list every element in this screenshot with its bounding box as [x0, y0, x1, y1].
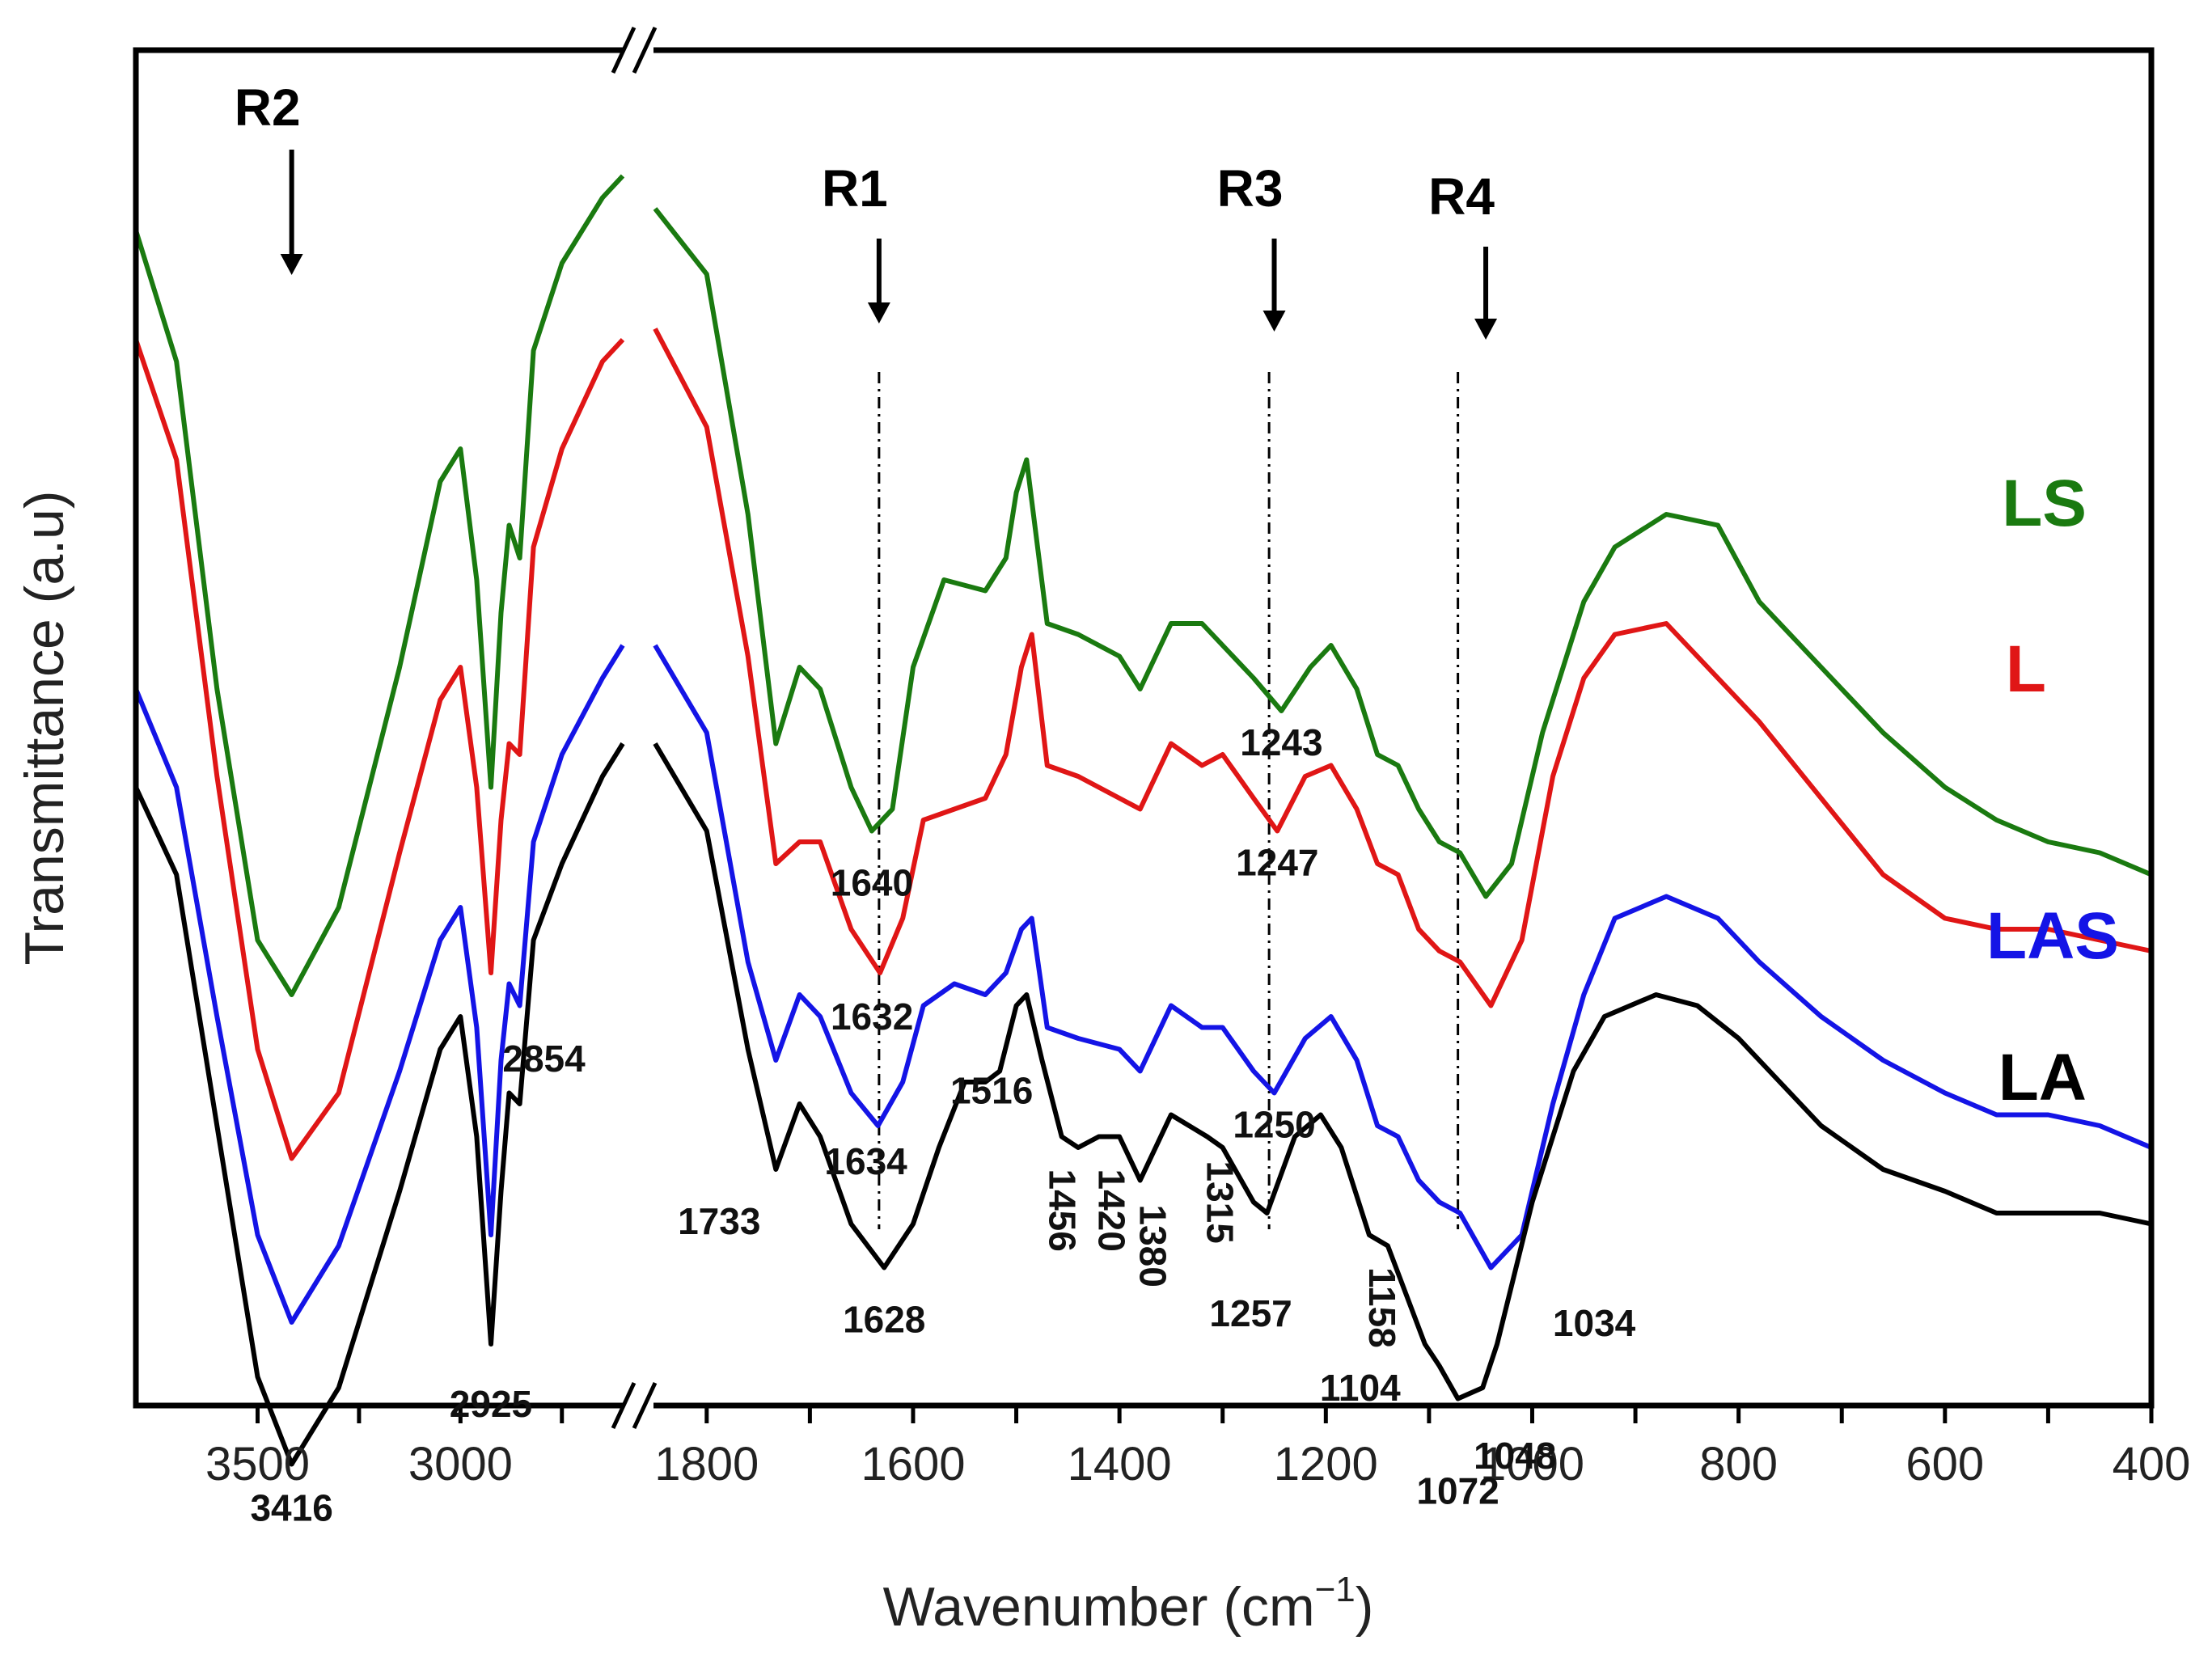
peak-label-1257: 1257 — [1209, 1292, 1292, 1334]
spectrum-series — [133, 174, 2153, 1467]
axis-break-slash-bottom-1 — [632, 1381, 658, 1430]
series-line-LAS-right — [653, 644, 2153, 1270]
peak-label-1733: 1733 — [678, 1200, 760, 1242]
reference-lines — [878, 372, 1460, 1229]
peak-label-1048: 1048 — [1474, 1435, 1556, 1477]
peak-label-1315: 1315 — [1199, 1161, 1241, 1244]
x-tick-label-600: 600 — [1905, 1438, 1984, 1490]
axis-break-slash-bottom-0 — [611, 1381, 637, 1430]
plot-frame — [133, 47, 2155, 1409]
x-tick-label-3500: 3500 — [205, 1438, 310, 1490]
axis-break-mark — [611, 26, 658, 1430]
y-axis-title: Transmittance (a.u) — [14, 491, 75, 966]
peak-label-1247: 1247 — [1236, 842, 1318, 884]
peak-label-1420: 1420 — [1091, 1169, 1133, 1252]
series-line-LA-right — [653, 742, 2152, 1401]
x-tick-label-1400: 1400 — [1068, 1438, 1172, 1490]
x-tick-label-800: 800 — [1699, 1438, 1778, 1490]
x-tick-label-400: 400 — [2113, 1438, 2191, 1490]
peak-label-1516: 1516 — [950, 1070, 1033, 1112]
x-tick-label-1200: 1200 — [1274, 1438, 1378, 1490]
series-label-LS: LS — [2002, 467, 2087, 540]
x-tick-label-1800: 1800 — [654, 1438, 759, 1490]
x-tick-label-3000: 3000 — [408, 1438, 513, 1490]
peak-label-1628: 1628 — [843, 1299, 925, 1341]
x-axis-title: Wavenumber (cm−1) — [883, 1570, 1374, 1638]
x-axis-title-sup: −1 — [1315, 1570, 1356, 1609]
region-arrow-head-R4 — [1474, 319, 1498, 340]
peak-label-1456: 1456 — [1042, 1169, 1084, 1252]
series-line-LAS-left — [133, 644, 625, 1325]
peak-label-1034: 1034 — [1553, 1302, 1636, 1344]
x-tick-label-1000: 1000 — [1480, 1438, 1584, 1490]
series-line-LS-right — [653, 207, 2153, 899]
peak-label-1104: 1104 — [1320, 1367, 1401, 1409]
peak-label-1243: 1243 — [1240, 721, 1322, 763]
region-label-R3: R3 — [1217, 159, 1284, 218]
peak-label-1250: 1250 — [1233, 1104, 1315, 1146]
region-arrow-head-R2 — [280, 254, 303, 275]
region-arrow-head-R3 — [1262, 311, 1286, 332]
peak-label-1072: 1072 — [1416, 1470, 1499, 1512]
axis-break-slash-top-0 — [611, 26, 637, 74]
series-line-L-left — [133, 337, 625, 1161]
peak-labels: 3416 2925 2854 1640 1243 1632 1247 1634 1516 1250… — [250, 721, 1635, 1529]
series-line-L-right — [653, 328, 2152, 1008]
region-markers: R2 R1 R3 R4 — [235, 78, 1498, 340]
peak-label-2854: 2854 — [502, 1038, 586, 1080]
series-label-LAS: LAS — [1986, 899, 2119, 973]
x-tick-label-1600: 1600 — [861, 1438, 965, 1490]
peak-label-1634: 1634 — [824, 1140, 907, 1182]
x-axis-title-main: Wavenumber (cm — [883, 1576, 1315, 1638]
region-label-R1: R1 — [822, 159, 888, 218]
region-arrow-head-R1 — [867, 302, 890, 323]
axis-break-slash-top-1 — [632, 26, 658, 74]
region-label-R2: R2 — [235, 78, 301, 137]
peak-label-1640: 1640 — [831, 862, 913, 904]
peak-label-3416: 3416 — [250, 1487, 332, 1529]
peak-label-1158: 1158 — [1361, 1267, 1403, 1348]
series-line-LA-left — [133, 742, 625, 1467]
series-label-L: L — [2006, 632, 2046, 706]
peak-label-1380: 1380 — [1132, 1205, 1174, 1287]
series-labels: LS L LAS LA — [1986, 467, 2119, 1114]
x-axis-ticks: 3500 3000 1800 1600 1400 1200 1000 800 600 400 — [205, 1406, 2190, 1490]
peak-label-2925: 2925 — [450, 1383, 532, 1425]
peak-label-1632: 1632 — [831, 996, 913, 1038]
series-line-LS-left — [133, 174, 625, 997]
region-label-R4: R4 — [1428, 167, 1495, 226]
x-axis-title-close: ) — [1356, 1576, 1374, 1638]
series-label-LA: LA — [1998, 1041, 2087, 1114]
